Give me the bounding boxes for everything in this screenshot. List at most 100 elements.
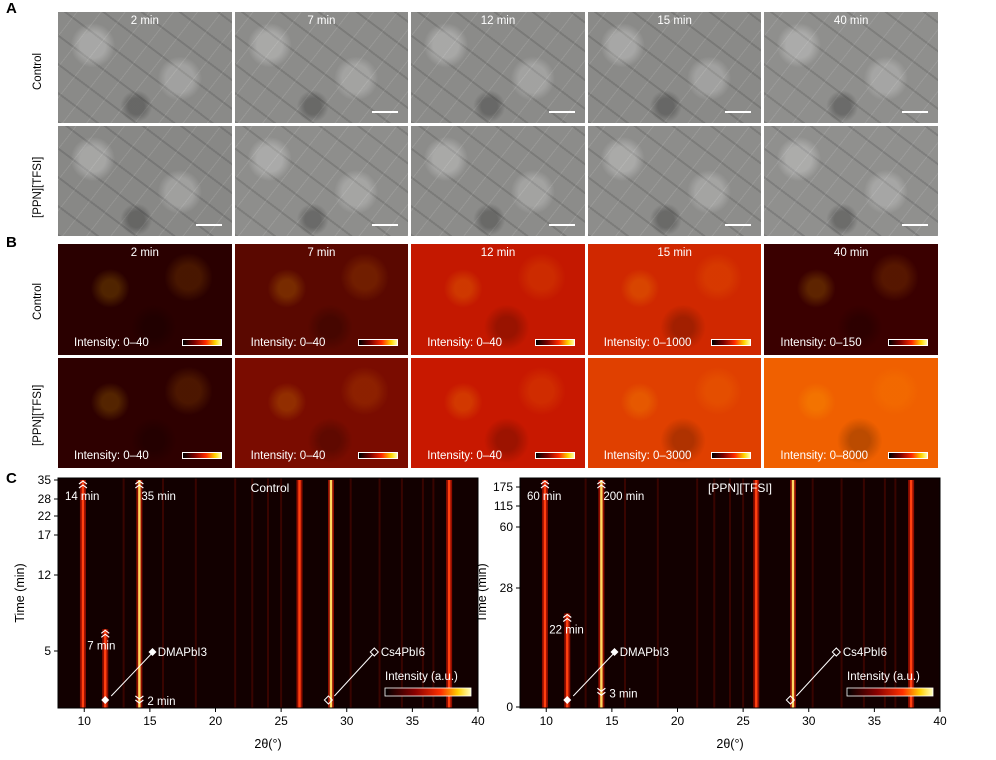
sem-image-ppn-2 xyxy=(234,125,409,236)
y-axis-label: Time (min) xyxy=(13,563,27,622)
intensity-colorbar xyxy=(534,338,575,346)
x-tick-label: 10 xyxy=(540,714,554,728)
x-axis-label: 2θ(°) xyxy=(716,737,743,751)
intensity-colorbar xyxy=(358,338,399,346)
colorbar xyxy=(384,687,472,697)
faint-peak-streak xyxy=(421,478,424,708)
dmapbi3-arrow xyxy=(572,653,614,697)
onset-label: 14 min xyxy=(65,491,100,503)
x-tick-label: 30 xyxy=(802,714,816,728)
faint-peak-streak xyxy=(234,478,237,708)
x-tick-label: 15 xyxy=(143,714,157,728)
y-tick-label: 175 xyxy=(493,480,513,494)
intensity-colorbar xyxy=(888,338,928,346)
row-label-control-b: Control xyxy=(32,282,44,320)
intensity-range-label: Intensity: 0–40 xyxy=(250,450,326,462)
colorbar xyxy=(846,687,934,697)
y-tick-label: 5 xyxy=(44,644,51,658)
dmapbi3-marker xyxy=(563,696,572,704)
x-tick-label: 40 xyxy=(471,714,485,728)
intensity-range-label: Intensity: 0–1000 xyxy=(603,336,692,349)
dmapbi3-label: DMAPbI3 xyxy=(620,647,669,659)
faint-peak-streak xyxy=(194,478,197,708)
sem-time-label: 15 min xyxy=(657,15,692,27)
intensity-range-label: Intensity: 0–40 xyxy=(74,336,149,349)
plot-frame xyxy=(519,477,941,709)
intensity-colorbar xyxy=(888,452,928,459)
intensity-range-label: Intensity: 0–3000 xyxy=(603,450,692,462)
onset-chevron xyxy=(562,613,572,622)
x-tick-label: 40 xyxy=(933,714,947,728)
onset-chevron xyxy=(135,480,144,489)
intensity-range-label: Intensity: 0–40 xyxy=(427,450,502,462)
faint-peak-streak xyxy=(883,478,886,708)
x-tick-label: 30 xyxy=(340,714,354,728)
row-label-ppn-b: [PPN][TFSI] xyxy=(32,384,44,446)
chart-title: Control xyxy=(251,481,290,495)
sem-time-label: 2 min xyxy=(130,15,159,27)
colorbar-label: Intensity (a.u.) xyxy=(385,671,458,683)
pl-map-ppn-5: Intensity: 0–8000 xyxy=(764,357,938,468)
onset-chevron xyxy=(78,480,88,489)
y-tick-label: 17 xyxy=(38,528,52,542)
dmapbi3-arrow xyxy=(110,653,152,697)
pl-time-label: 40 min xyxy=(833,247,869,259)
pl-map-control-5: 40 min Intensity: 0–150 xyxy=(764,244,938,355)
faint-peak-streak xyxy=(280,478,283,708)
sem-image-control-4: 15 min xyxy=(587,12,762,123)
scale-bar xyxy=(195,224,222,226)
y-tick-label: 28 xyxy=(500,581,514,595)
faint-peak-streak xyxy=(624,478,626,708)
faint-peak-streak xyxy=(862,478,865,708)
faint-peak-streak xyxy=(378,478,381,708)
peak-line-4 xyxy=(298,480,301,708)
faint-peak-streak xyxy=(584,478,587,708)
sem-image-ppn-4 xyxy=(587,125,762,236)
chart-title: [PPN][TFSI] xyxy=(708,481,772,495)
x-tick-label: 25 xyxy=(274,714,288,728)
intensity-range-label: Intensity: 0–40 xyxy=(74,450,149,462)
cs4pbi6-label: Cs4PbI6 xyxy=(381,647,425,659)
pl-map-ppn-2: Intensity: 0–40 xyxy=(234,357,409,468)
faint-peak-streak xyxy=(742,478,745,708)
pl-time-label: 12 min xyxy=(480,247,516,259)
faint-peak-streak xyxy=(251,478,254,708)
intensity-colorbar xyxy=(181,452,222,459)
faint-peak-streak xyxy=(349,478,352,708)
peak-line-6 xyxy=(909,480,913,708)
pl-map-grid: 2 min Intensity: 0–40 7 min Intensity: 0–40… xyxy=(58,244,938,468)
pl-map-control-2: 7 min Intensity: 0–40 xyxy=(234,244,409,355)
sem-image-grid: 2 min 7 min 12 min 15 min 40 min xyxy=(58,12,938,236)
panel-label-a: A xyxy=(6,0,17,17)
start-time-label: 3 min xyxy=(609,688,637,700)
x-tick-label: 15 xyxy=(605,714,619,728)
row-label-ppn-a: [PPN][TFSI] xyxy=(32,156,44,218)
cs4pbi6-arrow xyxy=(796,653,836,697)
onset-label: 200 min xyxy=(603,491,644,503)
row-label-control-a: Control xyxy=(32,52,44,90)
sem-time-label: 7 min xyxy=(307,15,336,27)
scale-bar xyxy=(548,110,575,113)
peak-line-5 xyxy=(329,480,333,708)
sem-image-control-2: 7 min xyxy=(234,12,409,123)
cs4pbi6-arrow xyxy=(334,653,374,697)
scale-bar xyxy=(548,224,575,226)
onset-chevron xyxy=(100,629,110,638)
peak-line-4 xyxy=(755,480,758,708)
y-tick-label: 60 xyxy=(500,520,514,534)
panel-label-b: B xyxy=(6,234,17,251)
scale-bar xyxy=(725,110,752,113)
faint-peak-streak xyxy=(713,478,716,708)
peak-line-5 xyxy=(791,480,795,708)
onset-label: 22 min xyxy=(549,625,584,637)
scale-bar xyxy=(372,110,399,113)
xrd-charts: 14 min 7 min 35 min Control DMAPbI3 Cs4PbI6 2 … xyxy=(13,473,947,751)
start-chevron xyxy=(135,695,144,704)
faint-peak-streak xyxy=(729,478,731,708)
onset-label: 7 min xyxy=(87,640,115,652)
scale-bar xyxy=(902,110,928,113)
sem-image-ppn-5 xyxy=(764,125,938,236)
x-tick-label: 35 xyxy=(868,714,882,728)
faint-peak-streak xyxy=(162,478,164,708)
sem-image-control-5: 40 min xyxy=(764,12,938,123)
